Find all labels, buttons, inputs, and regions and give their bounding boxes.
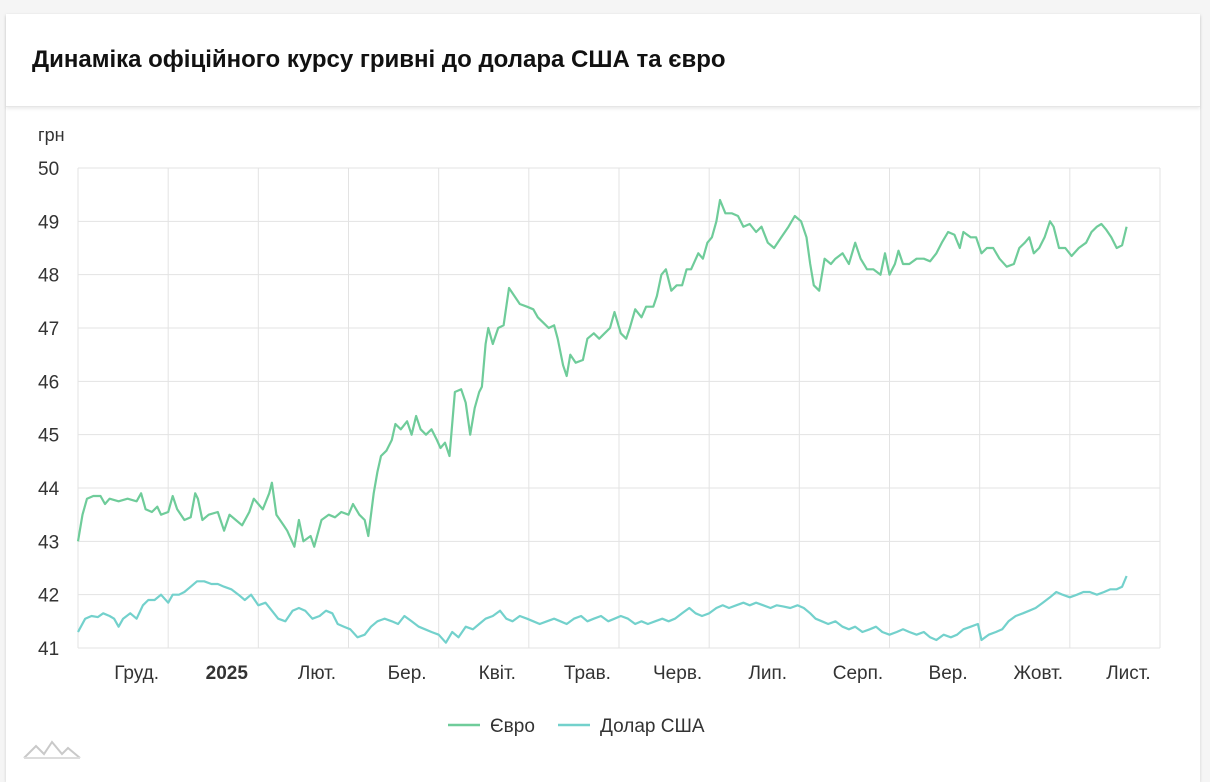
- series-line-1: [77, 575, 1128, 644]
- x-tick-label: 2025: [206, 663, 249, 684]
- x-tick-label: Груд.: [114, 663, 159, 684]
- y-tick-label: 41: [38, 639, 59, 660]
- legend-item-label[interactable]: Євро: [490, 716, 535, 737]
- series-line-0: [76, 198, 1128, 548]
- x-tick-label: Трав.: [564, 663, 611, 684]
- y-tick-label: 47: [38, 319, 59, 340]
- x-tick-label: Бер.: [388, 663, 427, 684]
- y-tick-label: 48: [38, 266, 59, 287]
- y-tick-label: 46: [38, 372, 59, 393]
- y-tick-label: 43: [38, 532, 59, 553]
- y-tick-label: 44: [38, 479, 60, 500]
- x-tick-label: Лют.: [298, 663, 336, 684]
- series-lines: [76, 198, 1128, 644]
- y-axis-unit-label: грн: [38, 125, 65, 145]
- chart-card: Динаміка офіційного курсу гривні до дола…: [6, 14, 1200, 782]
- legend-item-label[interactable]: Долар США: [600, 716, 705, 737]
- page-title: Динаміка офіційного курсу гривні до дола…: [32, 46, 726, 73]
- legend: Євро Долар США: [448, 716, 705, 737]
- x-tick-label: Вер.: [929, 663, 968, 684]
- x-tick-label: Серп.: [833, 663, 883, 684]
- y-tick-label: 45: [38, 426, 59, 447]
- y-tick-label: 42: [38, 586, 59, 607]
- x-tick-label: Квіт.: [479, 663, 516, 684]
- y-tick-label: 49: [38, 212, 59, 233]
- card-header: Динаміка офіційного курсу гривні до дола…: [6, 14, 1200, 107]
- y-tick-label: 50: [38, 159, 59, 180]
- brand-logo-icon: [23, 740, 81, 759]
- grid-lines: [77, 167, 1161, 649]
- x-tick-label: Черв.: [653, 663, 702, 684]
- x-tick-label: Лип.: [748, 663, 787, 684]
- x-tick-label: Лист.: [1106, 663, 1150, 684]
- axis-tick-labels: 41 42 43 44 45 46 47 48 49 50 Груд. 2025 Лют. Бер. Кві…: [38, 159, 1151, 684]
- x-tick-label: Жовт.: [1014, 663, 1063, 684]
